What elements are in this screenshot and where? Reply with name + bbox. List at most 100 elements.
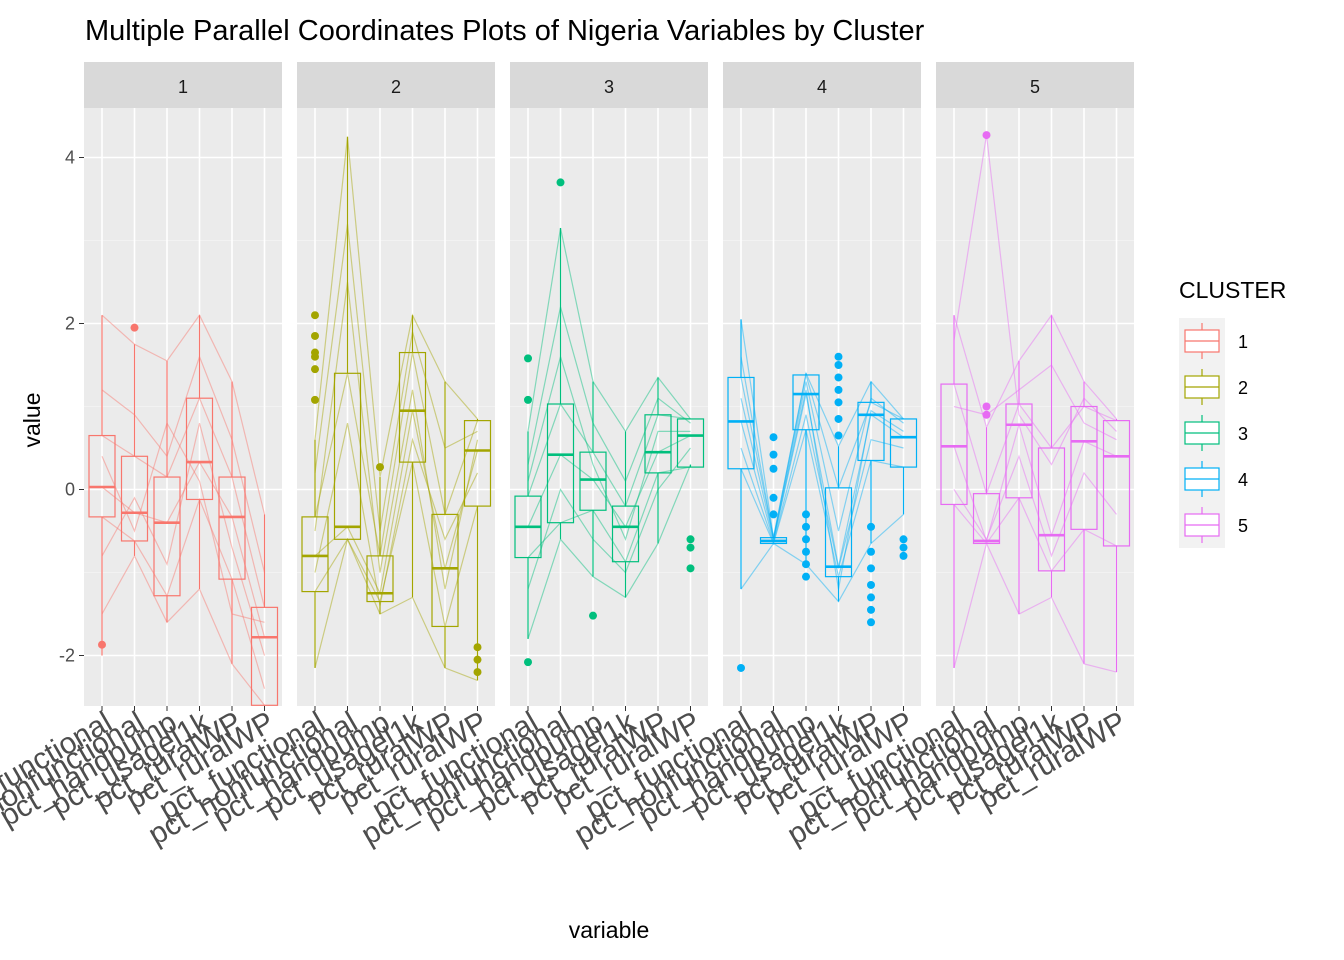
y-tick-label: 0 [65, 480, 75, 500]
legend-key-5: 5 [1179, 502, 1248, 548]
outlier-point [802, 560, 810, 569]
outlier-point [802, 510, 810, 519]
box-body [792, 374, 820, 431]
series-line [527, 306, 691, 483]
box-body [546, 403, 575, 524]
box-body [333, 372, 362, 540]
legend-label: 1 [1238, 332, 1248, 352]
outlier-point [473, 643, 482, 652]
series-line [527, 402, 691, 508]
panel-plot-area [940, 131, 1131, 673]
series-line [101, 460, 266, 638]
outlier-point [834, 431, 843, 440]
series-line [953, 364, 1117, 441]
box-body [431, 513, 459, 628]
panel-background [936, 108, 1134, 706]
panel-plot-area [88, 314, 279, 706]
y-axis: -2 0 2 4 [59, 148, 84, 666]
facet-panels: 1pct_functionalpct_nonfunctionalpct_hand… [0, 62, 1134, 852]
legend-key-4: 4 [1179, 456, 1248, 502]
outlier-point [834, 373, 843, 382]
outlier-point [769, 433, 778, 442]
panel-background [84, 108, 282, 706]
outlier-point [769, 450, 778, 459]
box-body [301, 516, 329, 593]
series-line [953, 314, 1117, 429]
series-line [527, 464, 692, 640]
box-body [463, 420, 492, 507]
outlier-point [899, 551, 908, 560]
series-line [101, 421, 265, 623]
series-line [740, 429, 904, 577]
series-line [740, 374, 904, 538]
facet-panel-1: 1pct_functionalpct_nonfunctionalpct_hand… [0, 62, 282, 852]
series-line [953, 422, 1117, 543]
legend-label: 4 [1238, 470, 1248, 490]
outlier-point [686, 564, 695, 573]
box-body [727, 376, 755, 470]
series-line [953, 134, 1117, 466]
outlier-point [899, 535, 908, 544]
outlier-point [473, 655, 482, 664]
series-line [527, 435, 691, 529]
box-body [579, 451, 607, 511]
outlier-point [834, 398, 843, 407]
box-body [857, 401, 885, 462]
series-line [314, 281, 479, 590]
box-body [824, 487, 853, 578]
outlier-point [769, 464, 778, 473]
legend: CLUSTER 1 2 3 4 5 [1179, 277, 1286, 548]
box-body [1005, 403, 1033, 499]
legend-title: CLUSTER [1179, 277, 1286, 303]
outlier-point [311, 311, 319, 320]
outlier-point [556, 178, 565, 187]
outlier-point [130, 323, 139, 332]
facet-strip [84, 62, 282, 108]
facet-strip [723, 62, 921, 108]
outlier-point [589, 611, 597, 620]
outlier-point [867, 547, 875, 556]
outlier-point [98, 640, 106, 649]
legend-key-1: 1 [1179, 318, 1248, 364]
series-line [314, 136, 478, 478]
facet-strip-label: 5 [1030, 77, 1040, 97]
x-axis-title: variable [569, 917, 650, 943]
facet-strip [510, 62, 708, 108]
series-line [740, 513, 904, 603]
box-body [185, 397, 214, 501]
outlier-point [834, 352, 843, 361]
outlier-point [834, 414, 843, 423]
series-line [953, 383, 1117, 496]
outlier-point [686, 543, 695, 552]
facet-strip-label: 2 [391, 77, 401, 97]
outlier-point [834, 385, 843, 394]
box-body [940, 383, 968, 506]
box-body [88, 434, 116, 518]
series-line [101, 354, 266, 573]
series-line [527, 466, 691, 564]
outlier-point [802, 535, 810, 544]
panel-plot-area [514, 178, 705, 667]
outlier-point [899, 543, 908, 552]
series-line [101, 497, 266, 689]
series-line [953, 496, 1117, 572]
y-tick-label: -2 [59, 646, 75, 666]
outlier-point [802, 572, 810, 581]
box-body [889, 418, 918, 468]
outlier-point [867, 605, 875, 614]
box-body [972, 493, 1001, 545]
panel-plot-area [301, 136, 492, 681]
outlier-point [802, 522, 810, 531]
legend-label: 3 [1238, 424, 1248, 444]
outlier-point [524, 395, 532, 404]
series-line [527, 227, 691, 433]
outlier-point [524, 354, 532, 363]
series-line [953, 541, 1117, 673]
outlier-point [686, 535, 695, 544]
box-body [1102, 420, 1131, 547]
panel-plot-area [727, 319, 918, 672]
y-axis-title: value [19, 393, 45, 448]
outlier-point [867, 618, 875, 627]
outlier-point [473, 668, 482, 677]
